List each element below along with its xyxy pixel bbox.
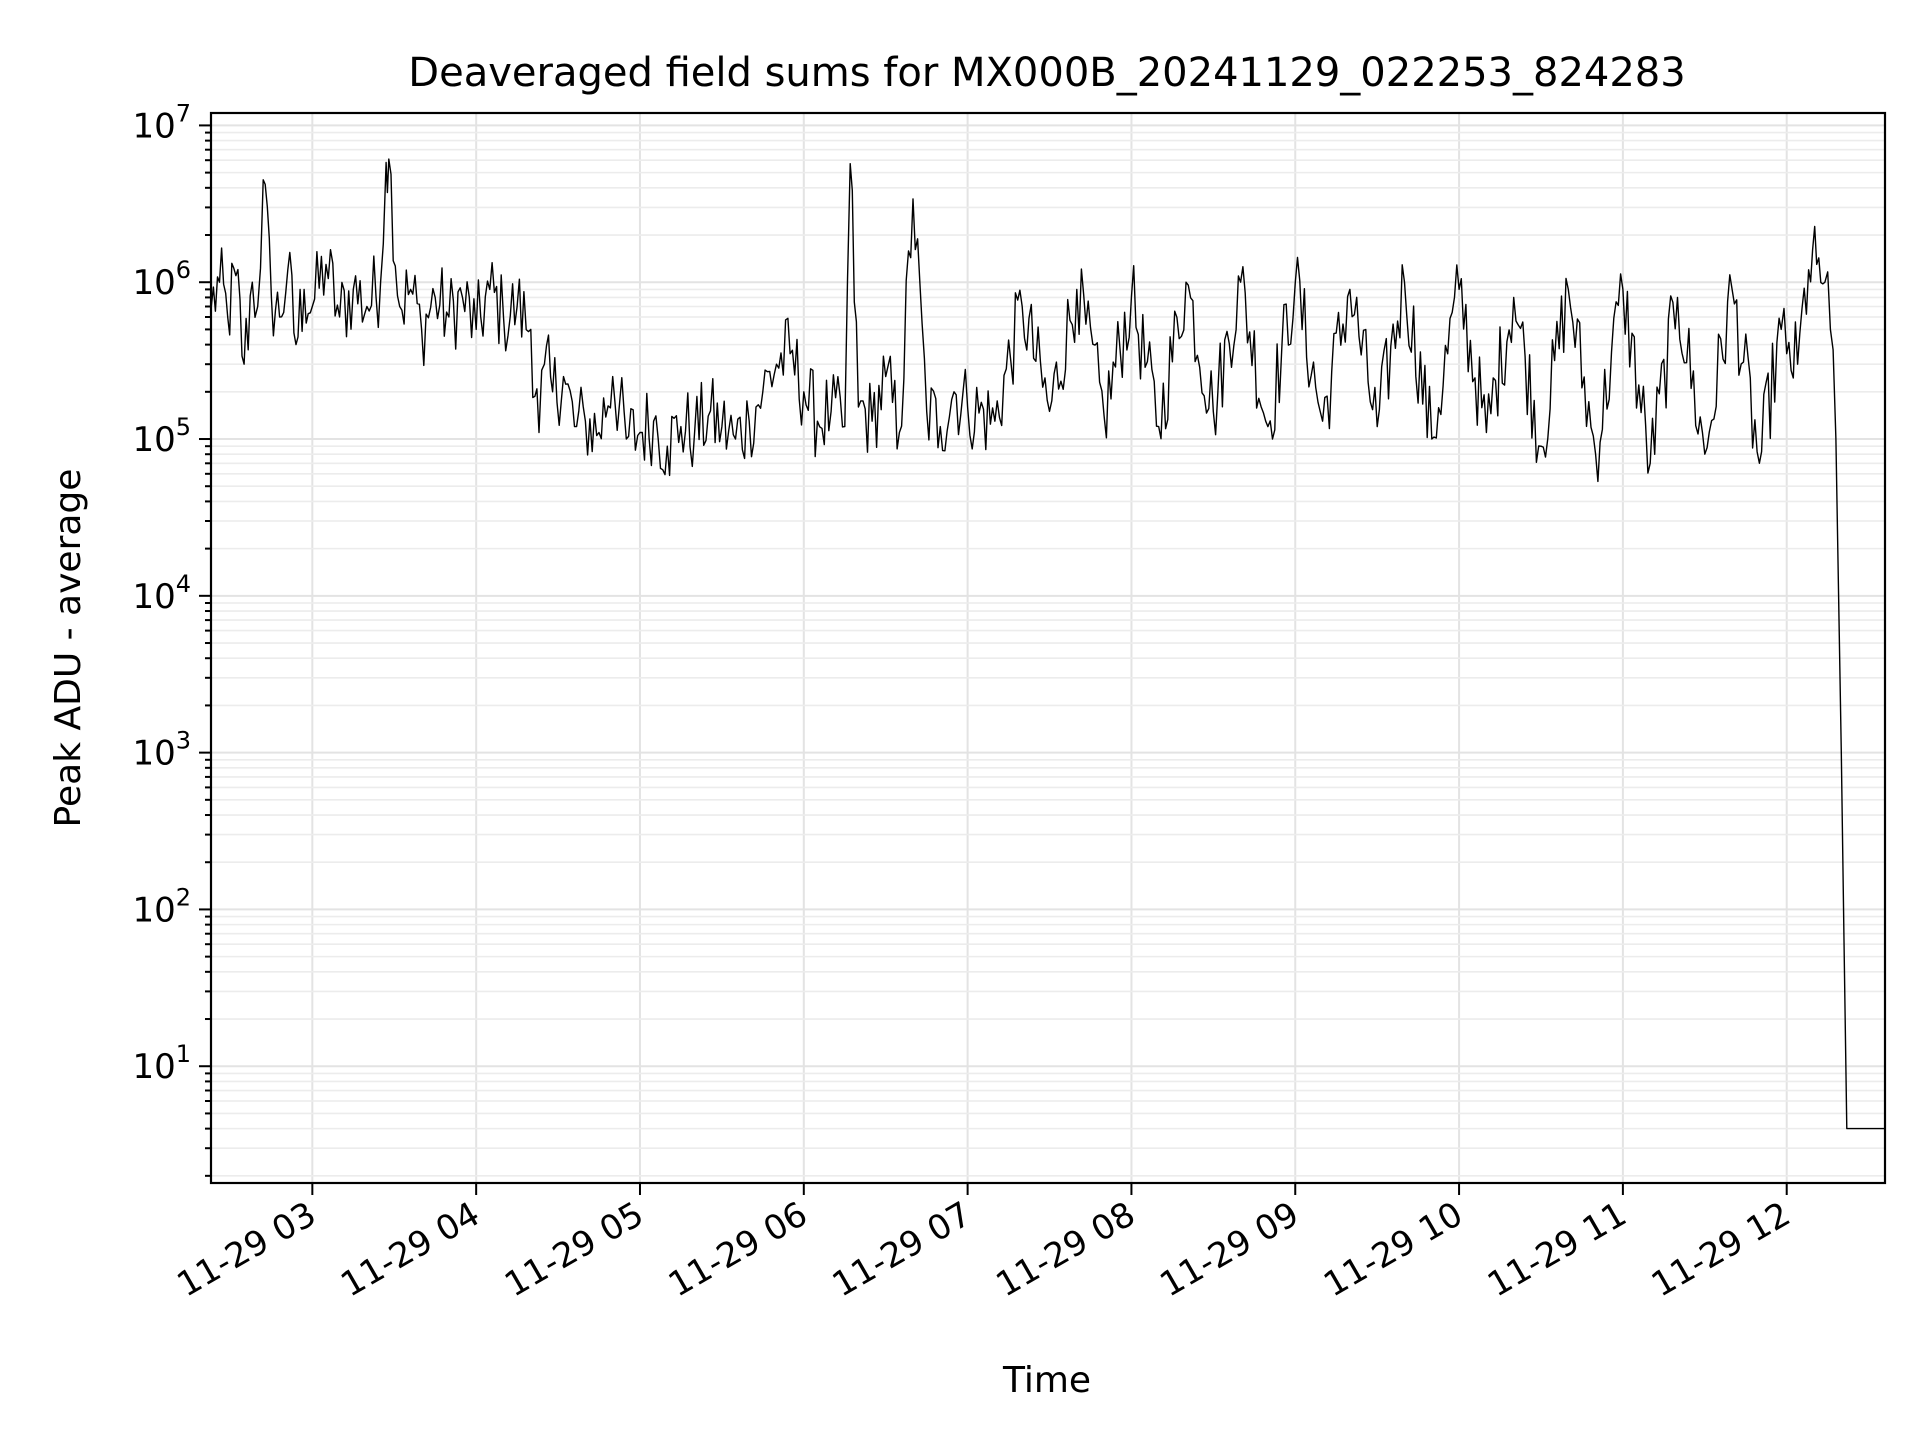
x-tick-label: 11-29 06 — [662, 1194, 814, 1305]
x-tick-label: 11-29 09 — [1153, 1194, 1305, 1305]
y-tick-label: 107 — [132, 99, 191, 146]
plot-frame — [209, 111, 1887, 1185]
y-tick-label: 106 — [132, 256, 191, 303]
series-layer — [210, 158, 1885, 1130]
x-tick-label: 11-29 07 — [826, 1194, 978, 1305]
x-tick-label: 11-29 04 — [334, 1194, 486, 1305]
y-tick-label: 105 — [132, 413, 191, 460]
y-axis-label: Peak ADU - average — [48, 469, 89, 828]
x-tick-label: 11-29 03 — [170, 1194, 322, 1305]
x-tick-label: 11-29 12 — [1645, 1194, 1797, 1305]
y-tick-label: 104 — [132, 570, 191, 617]
series-line-0 — [210, 158, 1885, 1130]
x-axis-label: Time — [1002, 1360, 1091, 1401]
x-tick-label: 11-29 08 — [990, 1194, 1142, 1305]
x-tick-label: 11-29 11 — [1481, 1194, 1633, 1305]
x-axis: 11-29 03 11-29 04 11-29 05 11-29 06 11-29 07… — [170, 1183, 1797, 1305]
chart-title: Deaveraged field sums for MX000B_2024112… — [408, 50, 1685, 96]
y-tick-label: 103 — [132, 727, 191, 774]
y-tick-label: 102 — [132, 883, 191, 930]
y-tick-label: 101 — [132, 1040, 191, 1087]
y-axis: 101 102 103 104 105 106 107 — [132, 99, 211, 1177]
grid — [211, 113, 1885, 1183]
x-tick-label: 11-29 10 — [1317, 1194, 1469, 1305]
x-tick-label: 11-29 05 — [498, 1194, 650, 1305]
